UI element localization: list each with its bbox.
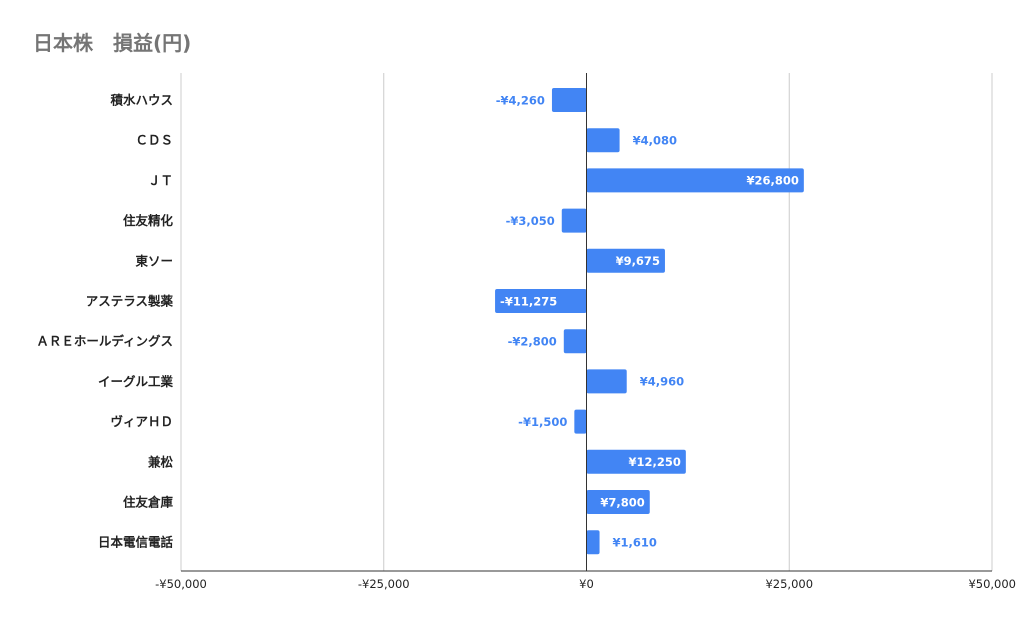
data-label-4: ¥9,675 [616, 254, 660, 268]
x-tick-label-1: -¥25,000 [358, 577, 410, 591]
bar-8 [574, 409, 587, 434]
x-tick-label-3: ¥25,000 [765, 577, 813, 591]
bar-6 [563, 329, 587, 354]
category-label-5: アステラス製薬 [86, 294, 174, 309]
bar-9 [586, 449, 686, 474]
chart-title: 日本株 損益(円) [33, 31, 192, 55]
bar-10 [586, 490, 650, 514]
x-tick-label-0: -¥50,000 [155, 577, 207, 591]
data-label-0: -¥4,260 [496, 93, 545, 107]
category-label-11: 日本電信電話 [98, 535, 174, 550]
data-label-3: -¥3,050 [506, 214, 555, 228]
data-label-7: ¥4,960 [640, 375, 684, 389]
data-label-5: -¥11,275 [500, 294, 557, 308]
bar-2 [586, 168, 804, 193]
bar-3 [561, 208, 587, 233]
data-label-6: -¥2,800 [508, 335, 557, 349]
bar-0 [551, 88, 587, 112]
category-label-3: 住友精化 [123, 213, 174, 228]
category-label-7: イーグル工業 [98, 374, 174, 389]
category-label-1: ＣＤＳ [135, 133, 173, 148]
bar-1 [586, 128, 620, 153]
data-label-11: ¥1,610 [613, 536, 657, 550]
data-label-1: ¥4,080 [633, 134, 677, 148]
x-tick-label-2: ¥0 [579, 577, 594, 591]
data-label-9: ¥12,250 [628, 455, 680, 469]
bar-5 [495, 289, 587, 313]
category-label-0: 積水ハウス [109, 93, 173, 108]
x-tick-label-4: ¥50,000 [968, 577, 1016, 591]
bar-7 [586, 369, 627, 394]
category-label-6: ＡＲＥホールディングス [36, 334, 173, 349]
bar-4 [586, 248, 665, 273]
data-label-2: ¥26,800 [746, 174, 798, 188]
bar-11 [586, 530, 600, 555]
category-label-10: 住友倉庫 [123, 495, 174, 510]
category-label-4: 東ソー [135, 253, 173, 268]
category-label-8: ヴィアＨＤ [110, 414, 173, 429]
category-label-2: ＪＴ [148, 173, 173, 188]
data-label-10: ¥7,800 [600, 495, 644, 509]
data-label-8: -¥1,500 [518, 415, 567, 429]
category-label-9: 兼松 [148, 454, 174, 469]
